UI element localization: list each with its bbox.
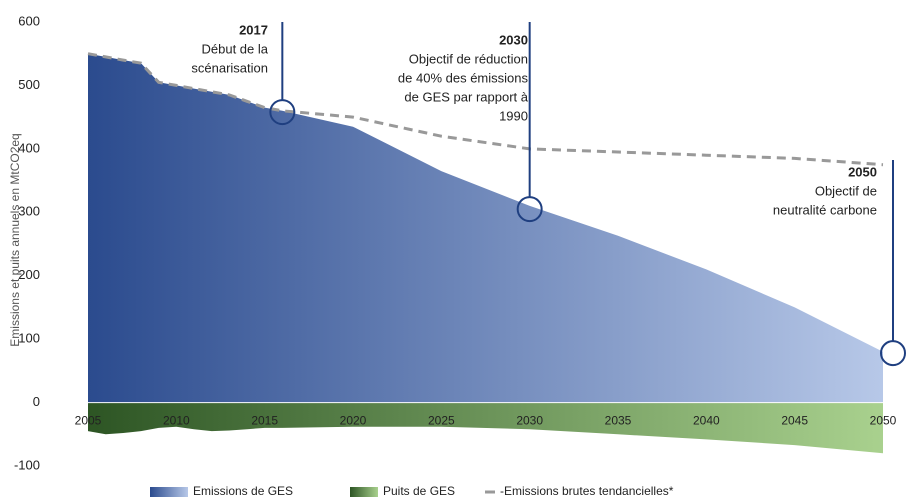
area <box>88 53 883 403</box>
x-tick-label: 2015 <box>251 414 278 428</box>
x-tick-label: 2005 <box>75 414 102 428</box>
legend-label: Emissions de GES <box>193 484 293 498</box>
annotation-text: de GES par rapport à <box>404 89 528 104</box>
x-tick-label: 2025 <box>428 414 455 428</box>
annotation-marker <box>516 196 543 223</box>
x-tick-label: 2050 <box>870 414 897 428</box>
x-tick-label: 2040 <box>693 414 720 428</box>
annotation-text: 1990 <box>499 108 528 123</box>
x-tick-label: 2035 <box>605 414 632 428</box>
y-tick-label: 200 <box>18 267 40 282</box>
legend-label: -Emissions brutes tendancielles* <box>500 484 674 498</box>
x-tick-label: 2030 <box>516 414 543 428</box>
y-tick-label: 0 <box>33 394 40 409</box>
legend-label: Puits de GES <box>383 484 455 498</box>
trend-line <box>87 52 884 167</box>
annotation-year: 2017 <box>239 22 268 37</box>
y-tick-label: 500 <box>18 77 40 92</box>
legend-swatch <box>150 487 188 497</box>
area <box>88 402 883 454</box>
y-tick-label: 100 <box>18 331 40 346</box>
legend-swatch <box>350 487 378 497</box>
x-tick-label: 2010 <box>163 414 190 428</box>
y-tick-label: 600 <box>18 13 40 28</box>
annotation-marker <box>269 99 296 126</box>
y-axis-title: Emissions et puits annuels en MtCO2eq <box>8 133 22 346</box>
annotation-text: Objectif de réduction <box>409 51 528 66</box>
y-tick-label: 300 <box>18 204 40 219</box>
y-tick-label: -100 <box>14 457 40 472</box>
annotation-text: scénarisation <box>191 60 268 75</box>
x-tick-label: 2020 <box>340 414 367 428</box>
annotation-text: Début de la <box>202 41 269 56</box>
annotation-year: 2030 <box>499 32 528 47</box>
x-tick-label: 2045 <box>781 414 808 428</box>
y-tick-label: 400 <box>18 140 40 155</box>
annotation-marker <box>880 340 906 367</box>
annotation-year: 2050 <box>848 164 877 179</box>
annotation-text: neutralité carbone <box>773 202 877 217</box>
annotation-text: de 40% des émissions <box>398 70 529 85</box>
annotation-text: Objectif de <box>815 183 877 198</box>
